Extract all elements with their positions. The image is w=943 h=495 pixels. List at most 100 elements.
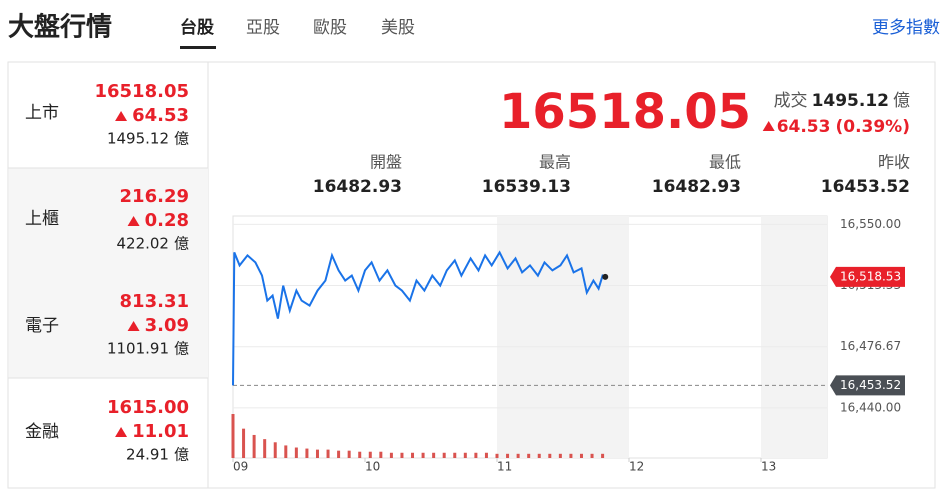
chart: 091011121316,550.0016,513.3316,476.6716,… xyxy=(231,215,905,474)
volume-bar xyxy=(389,452,393,458)
volume-unit: 億 xyxy=(893,91,910,111)
market-change: 11.01 xyxy=(132,421,189,442)
stat-label: 最低 xyxy=(709,153,741,172)
volume-bar xyxy=(432,452,436,458)
last-price-badge xyxy=(830,266,905,287)
up-arrow xyxy=(127,321,140,331)
stat-label: 開盤 xyxy=(370,153,402,172)
market-unit: 億 xyxy=(174,340,189,358)
change-pct: (0.39%) xyxy=(835,117,910,137)
volume-bar xyxy=(263,439,267,458)
volume-bar xyxy=(569,453,573,458)
volume-bar xyxy=(315,449,319,458)
volume-bar xyxy=(368,451,372,458)
volume-bar xyxy=(558,453,562,458)
volume-bar xyxy=(379,451,383,458)
market-volume: 24.91 xyxy=(126,446,169,464)
tab-underline xyxy=(180,46,216,49)
tab[interactable]: 歐股 xyxy=(313,18,347,38)
sidebar-shade xyxy=(9,168,208,378)
volume-bar xyxy=(337,450,341,458)
volume-bar xyxy=(484,452,488,458)
market-volume: 1495.12 xyxy=(107,130,169,148)
volume-bar xyxy=(453,452,457,458)
stat-value: 16453.52 xyxy=(821,177,910,197)
y-tick-label: 16,440.00 xyxy=(840,400,901,414)
volume-bar xyxy=(590,453,594,458)
session-shade xyxy=(497,216,629,458)
volume-bar xyxy=(516,453,520,458)
volume-bar xyxy=(474,452,478,458)
market-name[interactable]: 金融 xyxy=(25,422,59,442)
volume-bar xyxy=(601,453,605,458)
big-price: 16518.05 xyxy=(499,84,751,140)
y-tick-label: 16,476.67 xyxy=(840,339,901,353)
volume-bar xyxy=(284,445,288,458)
market-name[interactable]: 上市 xyxy=(25,103,59,123)
reference-badge-label: 16,453.52 xyxy=(840,378,901,392)
volume-bar xyxy=(463,452,467,458)
volume-bar xyxy=(358,451,362,458)
up-arrow xyxy=(115,427,128,437)
x-tick-label: 09 xyxy=(233,460,248,474)
tab[interactable]: 台股 xyxy=(180,17,214,38)
more-link[interactable]: 更多指數 xyxy=(872,18,940,38)
market-change: 64.53 xyxy=(132,105,189,126)
stat-value: 16482.93 xyxy=(313,177,402,197)
market-volume: 422.02 xyxy=(116,235,169,253)
x-tick-label: 12 xyxy=(629,460,644,474)
market-change: 0.28 xyxy=(145,210,189,231)
volume-bar xyxy=(537,453,541,458)
volume-bar xyxy=(548,453,552,458)
market-price: 16518.05 xyxy=(94,81,189,102)
up-arrow xyxy=(115,111,128,121)
tab[interactable]: 美股 xyxy=(381,18,415,38)
volume-bar xyxy=(326,449,330,458)
tab[interactable]: 亞股 xyxy=(246,18,280,38)
x-tick-label: 11 xyxy=(497,460,512,474)
price-line xyxy=(232,250,606,386)
volume-value: 1495.12 xyxy=(812,91,889,111)
volume-bar xyxy=(421,452,425,458)
volume-bar xyxy=(442,452,446,458)
market-unit: 億 xyxy=(174,235,189,253)
market-unit: 億 xyxy=(174,130,189,148)
volume-bar xyxy=(305,448,309,458)
market-name[interactable]: 電子 xyxy=(25,316,59,336)
change: 64.53 xyxy=(777,117,831,137)
volume-bar xyxy=(273,442,277,458)
volume-bar xyxy=(506,453,510,458)
volume-bar xyxy=(294,447,298,458)
volume-label: 成交 xyxy=(774,91,808,111)
volume-bar xyxy=(495,453,499,458)
up-arrow xyxy=(762,121,775,131)
y-tick-label: 16,550.00 xyxy=(840,217,901,231)
market-unit: 億 xyxy=(174,446,189,464)
stat-label: 昨收 xyxy=(878,153,910,172)
market-change: 3.09 xyxy=(145,315,189,336)
reference-badge xyxy=(830,375,905,396)
last-price-badge-label: 16,518.53 xyxy=(840,269,901,283)
page-title: 大盤行情 xyxy=(8,12,112,43)
market-price: 1615.00 xyxy=(107,397,189,418)
volume-bar xyxy=(252,434,256,458)
market-price: 216.29 xyxy=(120,186,189,207)
market-name[interactable]: 上櫃 xyxy=(25,209,59,229)
up-arrow xyxy=(127,216,140,226)
volume-bar xyxy=(242,428,246,458)
stat-value: 16539.13 xyxy=(482,177,571,197)
volume-bar xyxy=(579,453,583,458)
volume-bar xyxy=(400,452,404,458)
volume-bar xyxy=(411,452,415,458)
x-tick-label: 13 xyxy=(761,460,776,474)
stat-label: 最高 xyxy=(539,153,571,172)
volume-bar xyxy=(231,414,235,458)
stat-value: 16482.93 xyxy=(652,177,741,197)
market-volume: 1101.91 xyxy=(107,340,169,358)
market-price: 813.31 xyxy=(120,291,189,312)
volume-bar xyxy=(347,450,351,458)
volume-bar xyxy=(527,453,531,458)
session-shade xyxy=(761,216,827,458)
